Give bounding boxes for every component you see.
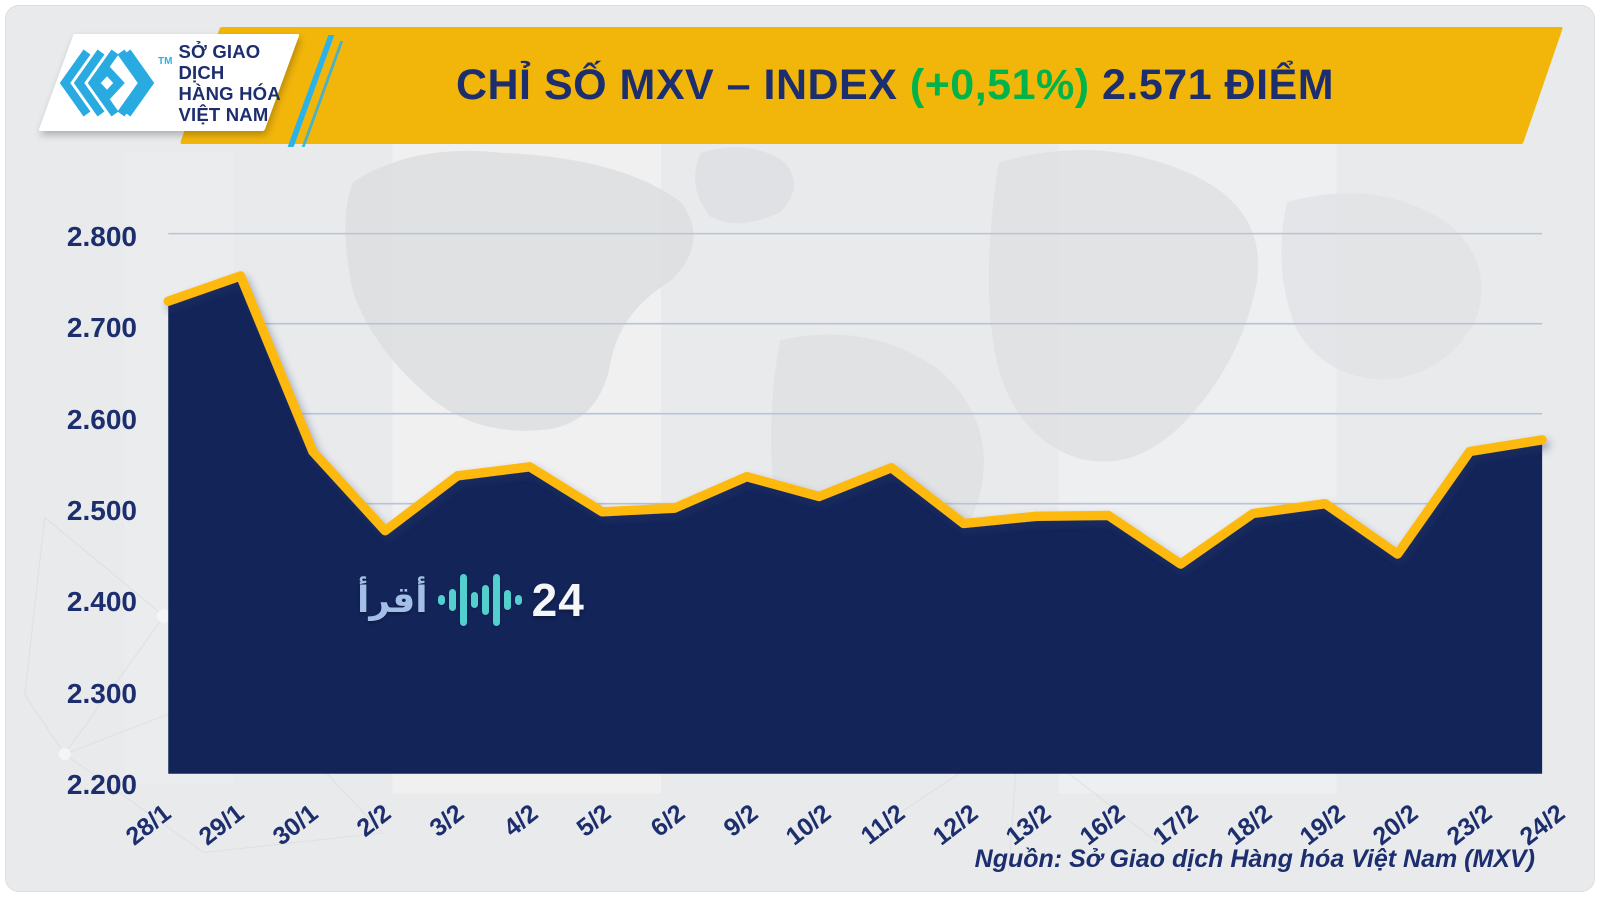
x-tick-label: 6/2: [645, 799, 690, 843]
logo-text-line1: SỞ GIAO DỊCH: [178, 40, 261, 83]
x-tick-label: 4/2: [498, 799, 544, 843]
chart-canvas: CHỈ SỐ MXV – INDEX (+0,51%) 2.571 ĐIỂM T…: [5, 5, 1595, 892]
x-tick-label: 30/1: [267, 799, 323, 852]
page-title: CHỈ SỐ MXV – INDEX (+0,51%) 2.571 ĐIỂM: [265, 27, 1525, 144]
x-tick-label: 29/1: [194, 799, 250, 852]
equalizer-icon: [437, 565, 522, 635]
y-tick-label: 2.600: [66, 403, 137, 435]
y-tick-label: 2.700: [66, 312, 137, 344]
title-index-value: 2.571 ĐIỂM: [1089, 61, 1335, 109]
y-tick-label: 2.300: [66, 677, 137, 709]
title-percent-change: (+0,51%): [909, 61, 1090, 109]
x-tick-label: 28/1: [120, 799, 177, 852]
watermark-arabic-text: أقرأ: [357, 579, 428, 621]
iqra24-watermark: أقرأ 24: [357, 565, 585, 635]
logo-text-line3: VIỆT NAM: [178, 104, 269, 126]
area-fill: [168, 275, 1543, 774]
watermark-number: 24: [531, 574, 585, 626]
x-tick-label: 12/2: [927, 799, 984, 852]
x-tick-label: 5/2: [571, 799, 617, 843]
logo-text-line2: HÀNG HÓA: [178, 83, 281, 104]
source-credit: Nguồn: Sở Giao dịch Hàng hóa Việt Nam (M…: [974, 845, 1535, 873]
index-line: [163, 271, 1547, 569]
x-tick-label: 9/2: [718, 799, 764, 843]
y-tick-label: 2.400: [66, 586, 137, 618]
y-tick-label: 2.200: [66, 769, 137, 800]
y-tick-label: 2.500: [66, 495, 137, 526]
mxv-logo: TM SỞ GIAO DỊCH HÀNG HÓA VIỆT NAM: [57, 41, 287, 125]
x-tick-label: 11/2: [855, 799, 910, 851]
index-area-chart: [163, 232, 1547, 774]
title-main: CHỈ SỐ MXV – INDEX: [455, 61, 910, 109]
logo-text: SỞ GIAO DỊCH HÀNG HÓA VIỆT NAM: [178, 41, 287, 125]
x-tick-label: 10/2: [780, 799, 837, 852]
mxv-logo-icon: [59, 49, 155, 117]
x-tick-label: 3/2: [425, 799, 470, 843]
trademark-symbol: TM: [158, 55, 173, 67]
y-axis-labels: 2.800 2.700 2.600 2.500 2.400 2.300 2.200: [43, 5, 137, 892]
x-axis-labels: 28/1 29/1 30/1 2/2 3/2 4/2 5/2 6/2 9/2 10/2 11/2 12…: [5, 5, 1595, 892]
x-tick-label: 2/2: [351, 799, 397, 843]
y-tick-label: 2.800: [66, 221, 137, 252]
